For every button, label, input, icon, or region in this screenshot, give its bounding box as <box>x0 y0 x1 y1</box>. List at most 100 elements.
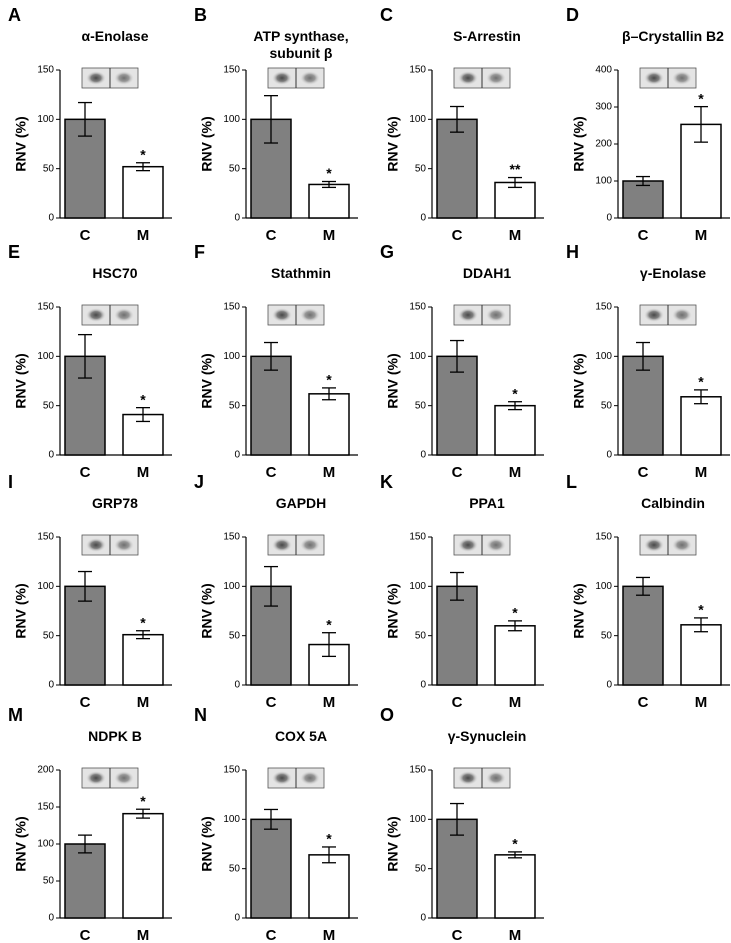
y-tick-label: 300 <box>595 102 612 113</box>
y-axis-label: RNV (%) <box>199 583 215 638</box>
y-tick-label: 50 <box>601 630 613 641</box>
chart-title: β–Crystallin B2 <box>622 28 724 44</box>
y-tick-label: 100 <box>37 114 54 125</box>
bar <box>122 812 164 919</box>
x-tick-label: M <box>509 227 522 244</box>
y-axis-label: RNV (%) <box>385 353 401 408</box>
y-tick-label: 50 <box>43 163 55 174</box>
y-tick-label: 150 <box>223 765 240 776</box>
panel-letter: B <box>194 5 207 25</box>
bar <box>308 183 350 219</box>
panel-letter: A <box>8 5 21 25</box>
y-tick-label: 0 <box>234 913 240 924</box>
significance-label: * <box>698 90 704 106</box>
bar <box>250 818 292 919</box>
chart-title: γ-Synuclein <box>447 728 527 744</box>
bar <box>494 854 536 919</box>
blot-band <box>672 71 692 85</box>
y-tick-label: 0 <box>48 450 54 461</box>
x-tick-label: C <box>266 227 277 244</box>
y-axis-label: RNV (%) <box>385 116 401 171</box>
y-axis-label: RNV (%) <box>13 816 29 871</box>
y-tick-label: 100 <box>595 351 612 362</box>
y-tick-label: 50 <box>229 400 241 411</box>
x-tick-label: M <box>695 464 708 481</box>
blot-band <box>486 71 506 85</box>
y-tick-label: 0 <box>48 913 54 924</box>
x-tick-label: M <box>137 227 150 244</box>
blot-band <box>272 538 292 552</box>
significance-label: * <box>698 602 704 618</box>
chart-title: HSC70 <box>92 265 138 281</box>
panel-letter: L <box>566 472 577 492</box>
panel-letter: I <box>8 472 13 492</box>
x-tick-label: C <box>80 927 91 943</box>
y-tick-label: 150 <box>409 65 426 76</box>
y-tick-label: 0 <box>606 450 612 461</box>
y-tick-label: 0 <box>420 680 426 691</box>
y-tick-label: 150 <box>223 532 240 543</box>
chart-title: COX 5A <box>274 728 328 744</box>
bar <box>680 396 722 456</box>
significance-label: * <box>326 165 332 181</box>
blot-band <box>114 538 134 552</box>
bar <box>436 118 478 219</box>
blot-band <box>672 308 692 322</box>
y-tick-label: 0 <box>48 680 54 691</box>
chart-title: α-Enolase <box>81 28 149 44</box>
y-tick-label: 50 <box>43 400 55 411</box>
significance-label: * <box>326 831 332 847</box>
x-tick-label: C <box>638 464 649 481</box>
y-tick-label: 50 <box>43 876 55 887</box>
y-axis-label: RNV (%) <box>571 116 587 171</box>
y-axis-label: RNV (%) <box>13 116 29 171</box>
chart-title: Stathmin <box>271 265 331 281</box>
bar <box>436 818 478 919</box>
y-tick-label: 150 <box>37 802 54 813</box>
bar <box>622 585 664 686</box>
x-tick-label: M <box>509 927 522 943</box>
x-tick-label: M <box>695 227 708 244</box>
blot-band <box>458 771 478 785</box>
significance-label: * <box>326 616 332 632</box>
y-tick-label: 100 <box>37 581 54 592</box>
y-tick-label: 50 <box>415 630 427 641</box>
bar <box>680 624 722 686</box>
blot-band <box>458 538 478 552</box>
x-tick-label: C <box>266 927 277 943</box>
blot-band <box>644 538 664 552</box>
y-tick-label: 100 <box>37 351 54 362</box>
y-tick-label: 50 <box>229 163 241 174</box>
x-tick-label: C <box>80 694 91 711</box>
y-tick-label: 100 <box>223 114 240 125</box>
chart-title: Calbindin <box>641 495 705 511</box>
bar <box>250 355 292 456</box>
chart-title: S-Arrestin <box>453 28 521 44</box>
y-tick-label: 150 <box>37 302 54 313</box>
significance-label: * <box>140 146 146 162</box>
significance-label: * <box>140 614 146 630</box>
y-axis-label: RNV (%) <box>385 583 401 638</box>
y-axis-label: RNV (%) <box>571 353 587 408</box>
y-tick-label: 0 <box>234 680 240 691</box>
y-tick-label: 150 <box>37 65 54 76</box>
x-tick-label: C <box>638 694 649 711</box>
bar <box>494 404 536 456</box>
blot-band <box>486 308 506 322</box>
y-tick-label: 100 <box>595 581 612 592</box>
y-axis-label: RNV (%) <box>13 583 29 638</box>
y-axis-label: RNV (%) <box>571 583 587 638</box>
bar <box>622 355 664 456</box>
y-tick-label: 100 <box>409 814 426 825</box>
x-tick-label: C <box>638 227 649 244</box>
x-tick-label: C <box>452 694 463 711</box>
panel-letter: M <box>8 705 23 725</box>
panel-letter: E <box>8 242 20 262</box>
x-tick-label: M <box>509 464 522 481</box>
significance-label: * <box>512 605 518 621</box>
chart-title: γ-Enolase <box>639 265 707 281</box>
y-axis-label: RNV (%) <box>385 816 401 871</box>
x-tick-label: C <box>452 227 463 244</box>
y-tick-label: 100 <box>223 351 240 362</box>
